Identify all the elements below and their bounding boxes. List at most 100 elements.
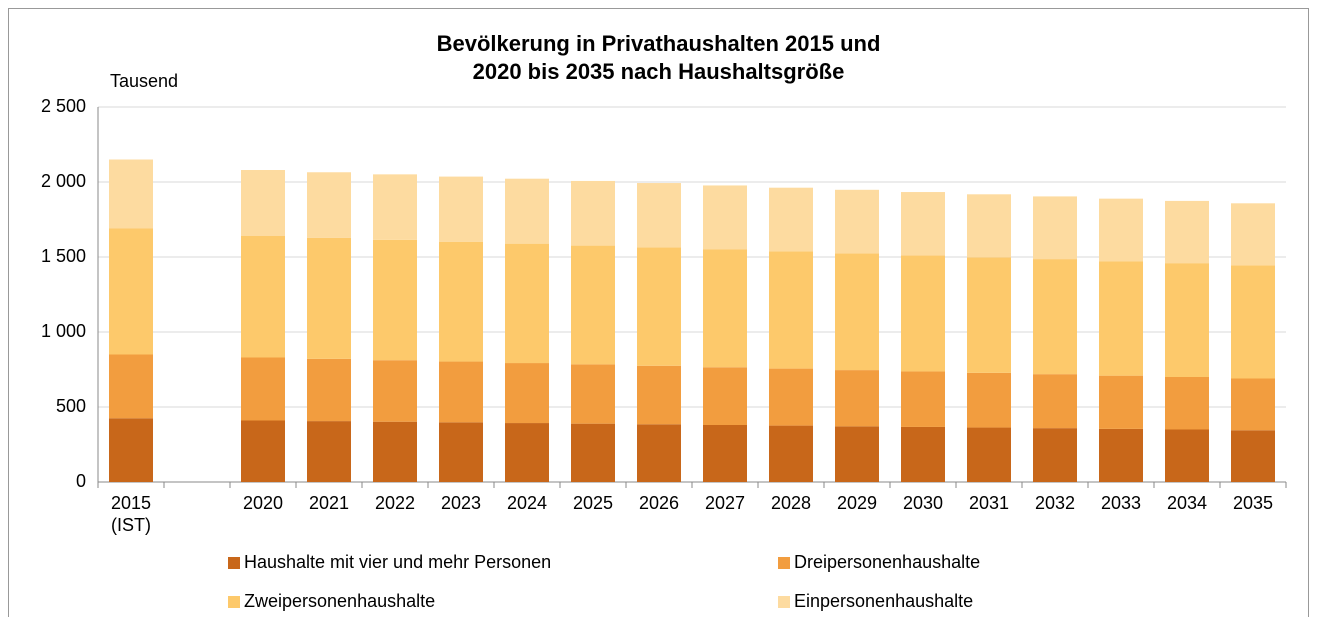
bar-segment bbox=[241, 357, 285, 421]
y-tick-label: 500 bbox=[56, 396, 86, 416]
bar-segment bbox=[373, 421, 417, 482]
bar-segment bbox=[703, 249, 747, 368]
bar-segment bbox=[505, 423, 549, 482]
bar-segment bbox=[1033, 259, 1077, 375]
x-tick-label: 2022 bbox=[374, 493, 416, 513]
bar-segment bbox=[1231, 203, 1275, 266]
bar-segment bbox=[1033, 374, 1077, 429]
y-tick-label: 1 500 bbox=[41, 246, 86, 266]
bar-segment bbox=[835, 253, 879, 371]
x-tick-label: 2015 (IST) bbox=[110, 493, 152, 535]
bar-segment bbox=[637, 183, 681, 248]
bar-segment bbox=[901, 426, 945, 482]
bar-segment bbox=[307, 172, 351, 238]
x-tick-label: 2034 bbox=[1166, 493, 1208, 513]
bar-segment bbox=[241, 420, 285, 482]
bar-segment bbox=[307, 421, 351, 482]
x-tick-label: 2030 bbox=[902, 493, 944, 513]
x-tick-label: 2027 bbox=[704, 493, 746, 513]
bar-segment bbox=[1099, 261, 1143, 376]
bar-segment bbox=[109, 418, 153, 482]
x-tick-label: 2021 bbox=[308, 493, 350, 513]
x-tick-label: 2026 bbox=[638, 493, 680, 513]
bar-segment bbox=[1165, 200, 1209, 264]
bar-segment bbox=[505, 363, 549, 424]
y-tick-label: 2 000 bbox=[41, 171, 86, 191]
bar-segment bbox=[241, 236, 285, 358]
bar-segment bbox=[373, 174, 417, 240]
bar-segment bbox=[571, 180, 615, 246]
x-tick-label: 2029 bbox=[836, 493, 878, 513]
bar-segment bbox=[109, 159, 153, 229]
bar-segment bbox=[571, 364, 615, 424]
bar-segment bbox=[439, 176, 483, 242]
legend-swatch bbox=[778, 557, 790, 569]
bar-segment bbox=[505, 178, 549, 244]
bar-segment bbox=[637, 365, 681, 425]
y-tick-label: 2 500 bbox=[41, 96, 86, 116]
bar-segment bbox=[373, 239, 417, 361]
bar-segment bbox=[439, 422, 483, 482]
bar-segment bbox=[1099, 375, 1143, 429]
bar-segment bbox=[1033, 196, 1077, 260]
bar-segment bbox=[769, 425, 813, 482]
bar-segment bbox=[769, 187, 813, 252]
bar-segment bbox=[1231, 430, 1275, 482]
bar-segment bbox=[637, 247, 681, 366]
y-tick-label: 1 000 bbox=[41, 321, 86, 341]
x-tick-label: 2024 bbox=[506, 493, 548, 513]
legend-label: Dreipersonenhaushalte bbox=[794, 552, 980, 572]
legend-label: Zweipersonenhaushalte bbox=[244, 591, 435, 611]
bar-segment bbox=[439, 361, 483, 423]
bar-segment bbox=[703, 425, 747, 482]
bar-segment bbox=[1165, 429, 1209, 482]
bar-segment bbox=[703, 185, 747, 250]
bar-segment bbox=[1033, 428, 1077, 482]
bar-segment bbox=[571, 245, 615, 365]
x-tick-label: 2025 bbox=[572, 493, 614, 513]
x-tick-label: 2031 bbox=[968, 493, 1010, 513]
bar-segment bbox=[307, 358, 351, 422]
bar-segment bbox=[505, 243, 549, 364]
bar-segment bbox=[1099, 198, 1143, 262]
bar-segment bbox=[901, 371, 945, 427]
bar-segment bbox=[1231, 378, 1275, 431]
y-axis-label: Tausend bbox=[110, 71, 178, 91]
bar-segment bbox=[967, 257, 1011, 373]
bar-segment bbox=[109, 354, 153, 419]
legend-swatch bbox=[778, 596, 790, 608]
bar-segment bbox=[571, 423, 615, 482]
bar-segment bbox=[241, 170, 285, 236]
x-tick-label: 2032 bbox=[1034, 493, 1076, 513]
x-tick-label: 2033 bbox=[1100, 493, 1142, 513]
chart-title: Bevölkerung in Privathaushalten 2015 und… bbox=[436, 31, 881, 84]
bar-segment bbox=[637, 424, 681, 482]
bar-segment bbox=[1165, 377, 1209, 430]
bar-segment bbox=[967, 194, 1011, 258]
legend-swatch bbox=[228, 557, 240, 569]
bar-segment bbox=[835, 426, 879, 482]
bar-segment bbox=[439, 241, 483, 362]
bar-segment bbox=[769, 368, 813, 426]
legend-label: Haushalte mit vier und mehr Personen bbox=[244, 552, 551, 572]
x-tick-label: 2035 bbox=[1232, 493, 1274, 513]
bar-segment bbox=[901, 255, 945, 372]
bar-segment bbox=[1165, 263, 1209, 377]
bar-segment bbox=[703, 367, 747, 425]
legend-label: Einpersonenhaushalte bbox=[794, 591, 973, 611]
bar-segment bbox=[1231, 265, 1275, 379]
chart-frame bbox=[8, 8, 1309, 617]
x-tick-label: 2023 bbox=[440, 493, 482, 513]
bar-segment bbox=[373, 360, 417, 422]
x-tick-label: 2020 bbox=[242, 493, 284, 513]
bar-segment bbox=[1099, 428, 1143, 482]
bar-segment bbox=[109, 228, 153, 355]
y-tick-label: 0 bbox=[76, 471, 86, 491]
bar-segment bbox=[901, 192, 945, 256]
bar-segment bbox=[835, 189, 879, 254]
bar-segment bbox=[967, 427, 1011, 482]
bar-segment bbox=[967, 372, 1011, 428]
bar-segment bbox=[835, 370, 879, 427]
